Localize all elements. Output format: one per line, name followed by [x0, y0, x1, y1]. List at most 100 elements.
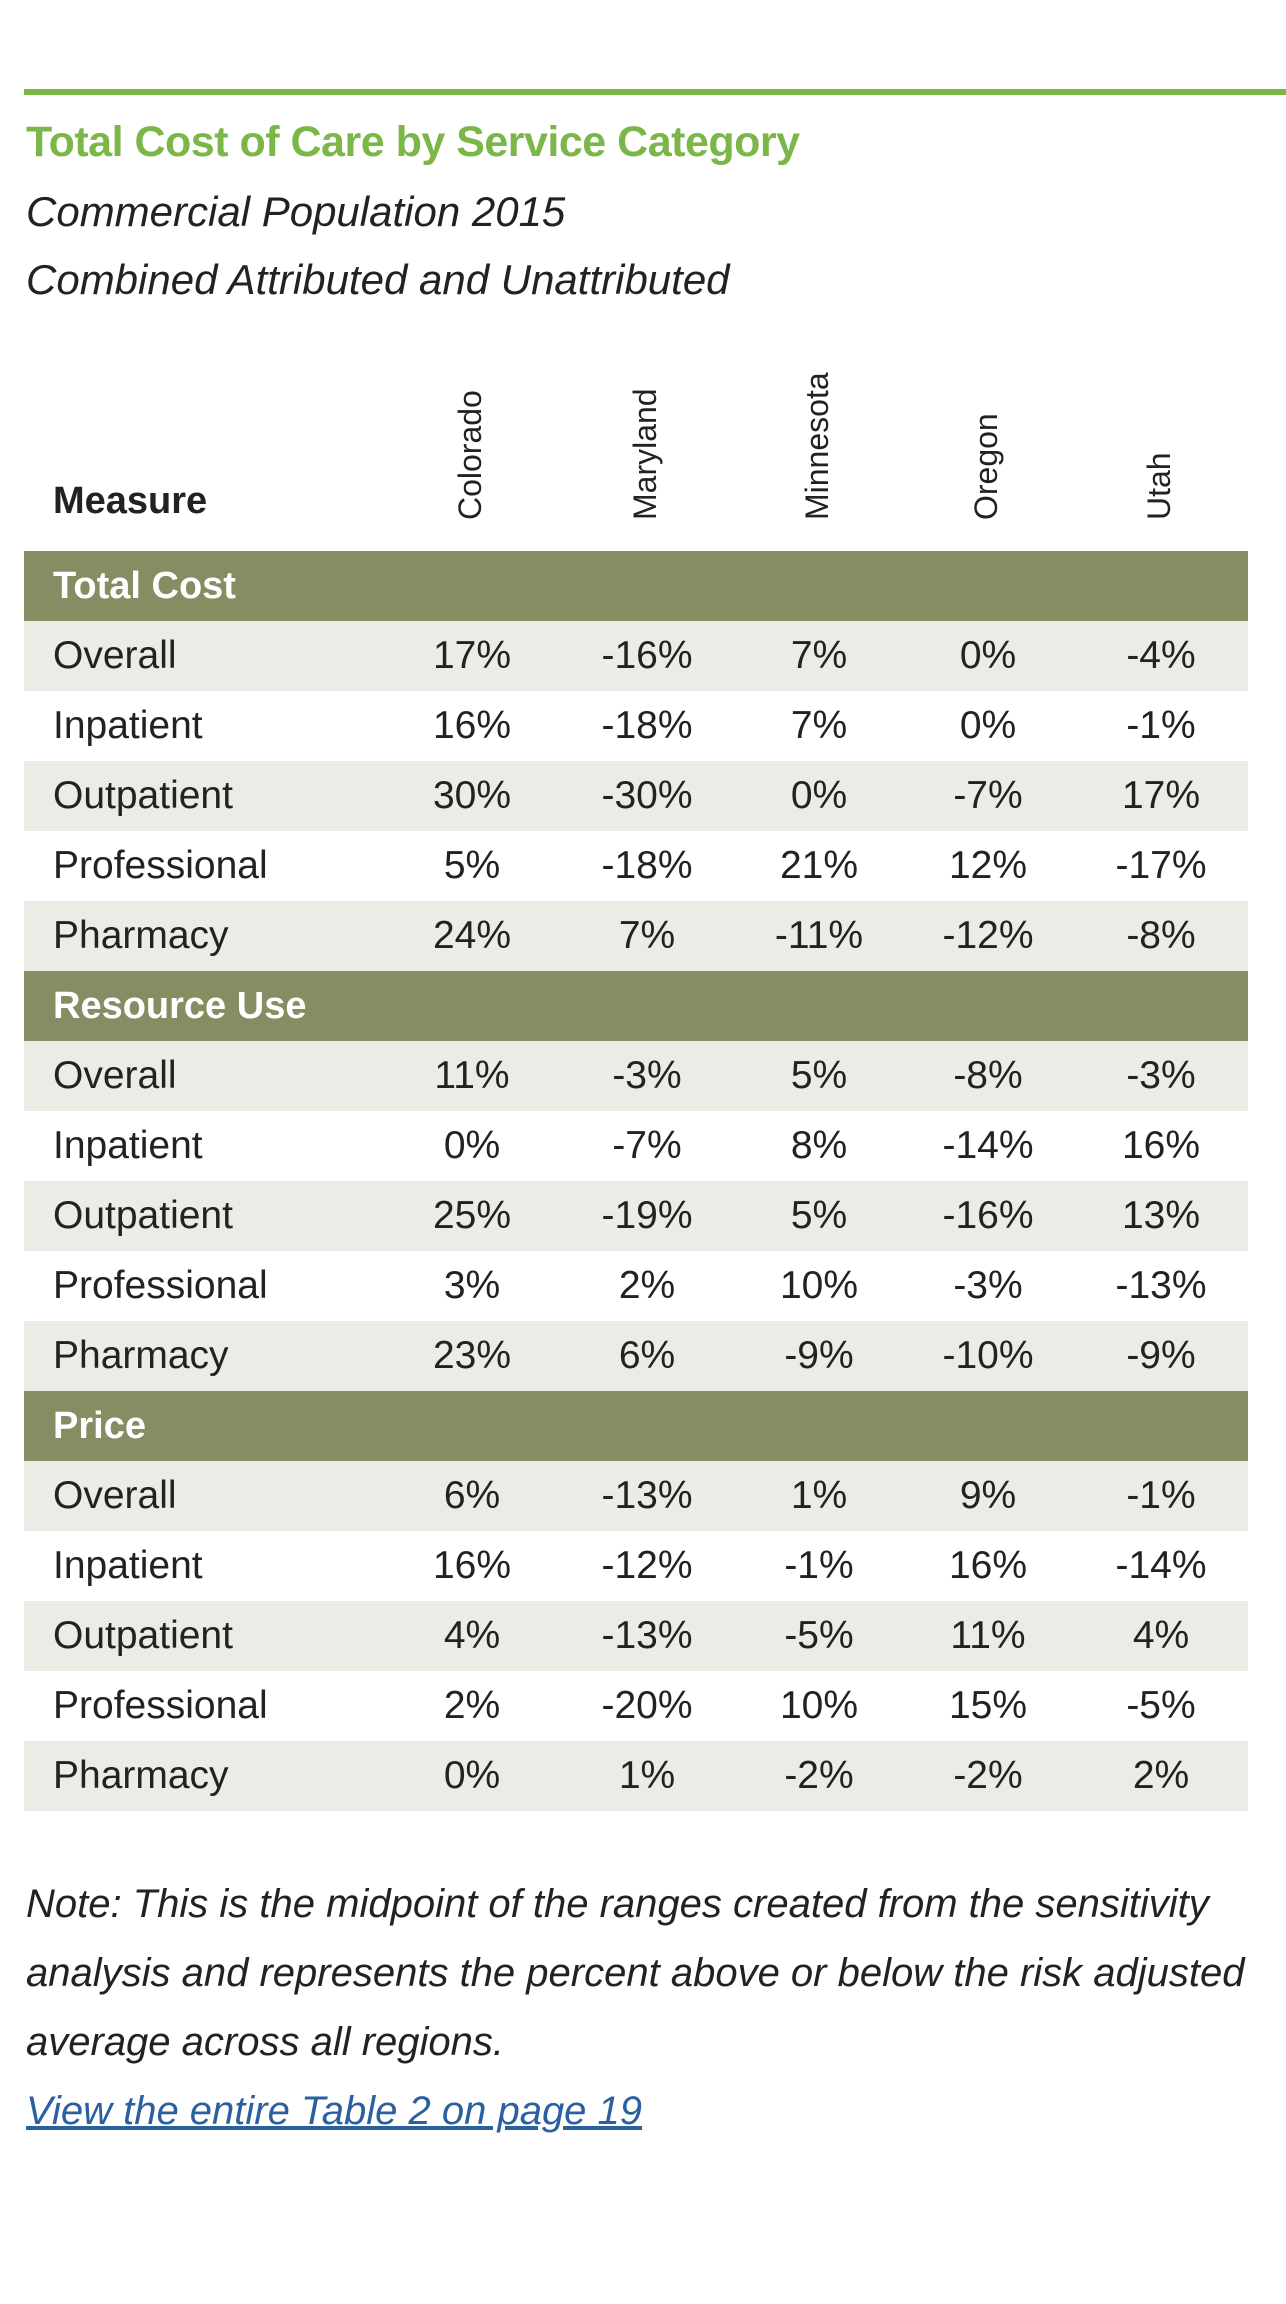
row-label: Inpatient [53, 704, 203, 747]
value-cell: -12% [601, 1544, 693, 1587]
value-cell: 17% [1121, 774, 1201, 817]
value-cell: 4% [1132, 1614, 1190, 1657]
value-cell: -9% [784, 1334, 854, 1377]
value-cell: 23% [432, 1334, 512, 1377]
value-cell: 5% [790, 1194, 848, 1237]
value-cell: -10% [942, 1334, 1034, 1377]
table-row: Professional 2% -20% 10% 15% -5% [24, 1671, 1248, 1741]
value-cell: 2% [618, 1264, 676, 1307]
measure-header: Measure [53, 480, 208, 522]
table-row: Pharmacy 24% 7% -11% -12% -8% [24, 901, 1248, 971]
value-cell: 7% [790, 634, 848, 677]
table-2-link[interactable]: View the entire Table 2 on page 19 [26, 2089, 643, 2133]
value-cell: 0% [790, 774, 848, 817]
value-cell: -3% [1126, 1054, 1196, 1097]
value-cell: 30% [432, 774, 512, 817]
value-cell: 16% [1121, 1124, 1201, 1167]
value-cell: -11% [774, 914, 864, 957]
value-cell: -17% [1115, 844, 1207, 887]
value-cell: -8% [953, 1054, 1023, 1097]
value-cell: 0% [959, 704, 1017, 747]
value-cell: 1% [790, 1474, 848, 1517]
row-label: Professional [53, 1684, 268, 1727]
row-label: Outpatient [53, 1614, 233, 1657]
value-cell: 11% [434, 1054, 510, 1097]
value-cell: -30% [601, 774, 693, 817]
value-cell: -2% [953, 1754, 1023, 1797]
value-cell: 10% [779, 1264, 859, 1307]
value-cell: -18% [601, 844, 693, 887]
subtitle-attribution: Combined Attributed and Unattributed [26, 256, 730, 303]
value-cell: -1% [1126, 1474, 1196, 1517]
table-row: Professional 5% -18% 21% 12% -17% [24, 831, 1248, 901]
value-cell: 8% [790, 1124, 848, 1167]
value-cell: -14% [1115, 1544, 1207, 1587]
value-cell: 5% [443, 844, 501, 887]
table-row: Overall 6% -13% 1% 9% -1% [24, 1461, 1248, 1531]
value-cell: 16% [432, 1544, 512, 1587]
table-row: Outpatient 4% -13% -5% 11% 4% [24, 1601, 1248, 1671]
value-cell: -7% [953, 774, 1023, 817]
value-cell: 16% [432, 704, 512, 747]
value-cell: 0% [443, 1124, 501, 1167]
table-row: Outpatient 25% -19% 5% -16% 13% [24, 1181, 1248, 1251]
row-label: Pharmacy [53, 1754, 229, 1797]
table-row: Professional 3% 2% 10% -3% -13% [24, 1251, 1248, 1321]
subtitle-population: Commercial Population 2015 [26, 188, 566, 235]
value-cell: -13% [1115, 1264, 1207, 1307]
value-cell: -7% [612, 1124, 682, 1167]
value-cell: 17% [432, 634, 512, 677]
value-cell: 25% [432, 1194, 512, 1237]
value-cell: 7% [790, 704, 848, 747]
note-text: Note: This is the midpoint of the ranges… [26, 1882, 1245, 2064]
value-cell: -16% [601, 634, 693, 677]
value-cell: 0% [959, 634, 1017, 677]
value-cell: 11% [950, 1614, 1026, 1657]
value-cell: 15% [948, 1684, 1028, 1727]
table-row: Pharmacy 23% 6% -9% -10% -9% [24, 1321, 1248, 1391]
value-cell: -1% [784, 1544, 854, 1587]
value-cell: -5% [1126, 1684, 1196, 1727]
table-row: Inpatient 16% -18% 7% 0% -1% [24, 691, 1248, 761]
value-cell: 2% [443, 1684, 501, 1727]
row-label: Professional [53, 1264, 268, 1307]
table-row: Overall 11% -3% 5% -8% -3% [24, 1041, 1248, 1111]
value-cell: 0% [443, 1754, 501, 1797]
value-cell: -5% [784, 1614, 854, 1657]
value-cell: 10% [779, 1684, 859, 1727]
value-cell: 24% [432, 914, 512, 957]
value-cell: 4% [443, 1614, 501, 1657]
section-header: Resource Use [24, 971, 1248, 1041]
row-label: Outpatient [53, 1194, 233, 1237]
table-row: Overall 17% -16% 7% 0% -4% [24, 621, 1248, 691]
value-cell: -20% [601, 1684, 693, 1727]
value-cell: 6% [618, 1334, 676, 1377]
value-cell: -8% [1126, 914, 1196, 957]
row-label: Overall [53, 1474, 177, 1517]
row-label: Pharmacy [53, 914, 229, 957]
section-header: Price [24, 1391, 1248, 1461]
value-cell: -3% [953, 1264, 1023, 1307]
value-cell: 12% [948, 844, 1028, 887]
column-header-label: Utah [1141, 452, 1177, 520]
value-cell: -3% [612, 1054, 682, 1097]
cost-table: Total Cost Overall 17% -16% 7% 0% -4% Inpatient… [24, 551, 1248, 1811]
value-cell: -13% [601, 1474, 693, 1517]
value-cell: -9% [1126, 1334, 1196, 1377]
table-row: Inpatient 0% -7% 8% -14% 16% [24, 1111, 1248, 1181]
value-cell: -13% [601, 1614, 693, 1657]
value-cell: -18% [601, 704, 693, 747]
value-cell: 7% [618, 914, 676, 957]
value-cell: 13% [1121, 1194, 1201, 1237]
value-cell: -14% [942, 1124, 1034, 1167]
value-cell: 5% [790, 1054, 848, 1097]
row-label: Pharmacy [53, 1334, 229, 1377]
value-cell: -12% [942, 914, 1034, 957]
row-label: Outpatient [53, 774, 233, 817]
row-label: Inpatient [53, 1124, 203, 1167]
value-cell: -19% [601, 1194, 693, 1237]
column-header-label: Oregon [968, 413, 1004, 520]
row-label: Professional [53, 844, 268, 887]
column-header-label: Maryland [627, 388, 663, 520]
value-cell: 1% [618, 1754, 676, 1797]
